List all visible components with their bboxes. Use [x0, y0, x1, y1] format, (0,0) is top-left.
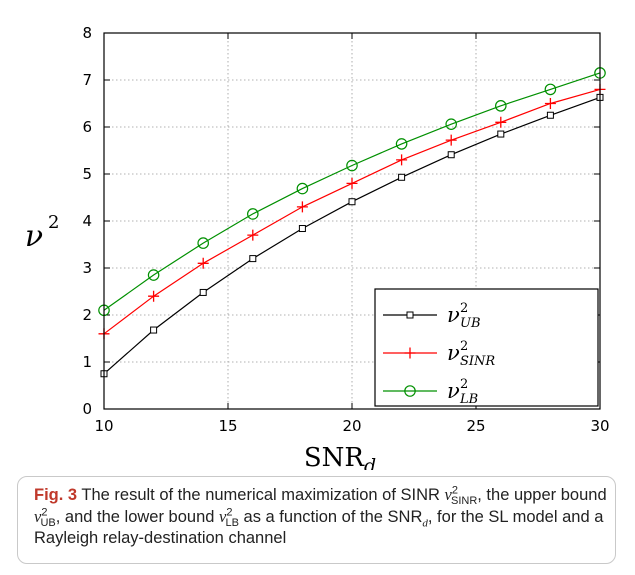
series-lb — [98, 67, 606, 317]
data-point — [495, 116, 507, 128]
y-axis-label: ν 2 — [25, 212, 60, 254]
svg-text:ν: ν — [25, 219, 43, 254]
data-point — [199, 288, 207, 296]
legend-box — [374, 288, 599, 407]
legend-sub: LB — [459, 392, 478, 407]
svg-text:SNRd: SNRd — [304, 443, 376, 470]
series-line — [103, 72, 601, 311]
data-point — [298, 225, 306, 233]
y-tick-label: 0 — [82, 400, 92, 418]
legend-sub: SINR — [460, 354, 495, 369]
nu-lb: ν — [219, 507, 227, 526]
data-point — [396, 154, 408, 166]
x-tick-label: 10 — [94, 417, 113, 435]
y-tick-label: 8 — [82, 24, 92, 42]
data-point — [197, 257, 209, 269]
data-point — [150, 326, 158, 334]
x-axis-label: SNRd — [304, 443, 376, 470]
x-tick-label: 20 — [342, 417, 361, 435]
x-tick-label: 30 — [590, 417, 609, 435]
legend-sup: 2 — [460, 301, 468, 316]
svg-text:2: 2 — [48, 212, 59, 233]
data-point — [346, 159, 358, 172]
y-tick-label: 1 — [82, 353, 92, 371]
data-point — [445, 134, 457, 146]
data-point — [249, 255, 257, 263]
y-tick-label: 6 — [82, 118, 92, 136]
caption-label: Fig. 3 — [34, 486, 78, 504]
nu-sinr: ν — [444, 485, 452, 504]
legend-entry-sinr: ν 2SINR — [383, 339, 495, 369]
data-point — [546, 111, 554, 119]
data-point — [447, 151, 455, 159]
data-point — [197, 237, 209, 249]
data-point — [544, 98, 556, 109]
series-ub — [100, 93, 604, 378]
legend-marker — [404, 385, 416, 397]
caption-box — [17, 476, 616, 564]
legend-marker — [404, 347, 416, 359]
data-point — [296, 201, 308, 213]
data-point — [497, 130, 505, 138]
series — [98, 67, 606, 378]
data-point — [348, 198, 356, 206]
data-point — [147, 269, 160, 281]
y-tick-label: 3 — [82, 259, 92, 277]
y-tick-label: 4 — [82, 212, 92, 230]
data-point — [395, 138, 408, 150]
data-point — [247, 208, 259, 220]
x-tick-label: 15 — [218, 417, 237, 435]
data-point — [398, 173, 406, 181]
nu-ub: ν — [34, 507, 42, 526]
y-tick-label: 7 — [82, 71, 92, 89]
legend-entry-lb: ν 2LB — [383, 377, 478, 407]
figure-caption: Fig. 3 The result of the numerical maxim… — [34, 484, 607, 547]
legend-entry-ub: ν 2UB — [383, 301, 481, 331]
legend-sup: 2 — [460, 339, 468, 354]
data-point — [296, 182, 309, 195]
data-point — [445, 118, 457, 130]
plot-frame — [103, 32, 601, 410]
data-point — [148, 290, 160, 302]
data-point — [494, 100, 507, 112]
legend-symbol: ν — [447, 379, 460, 403]
data-point — [346, 177, 358, 189]
y-tick-label: 2 — [82, 306, 92, 324]
data-point — [544, 83, 557, 96]
legend-sup: 2 — [460, 377, 468, 392]
legend-symbol: ν — [447, 341, 460, 365]
legend-sub: UB — [460, 316, 481, 331]
x-tick-label: 25 — [466, 417, 485, 435]
legend-symbol: ν — [447, 303, 460, 327]
y-tick-label: 5 — [82, 165, 92, 183]
legend-marker — [406, 311, 414, 319]
data-point — [247, 229, 259, 241]
